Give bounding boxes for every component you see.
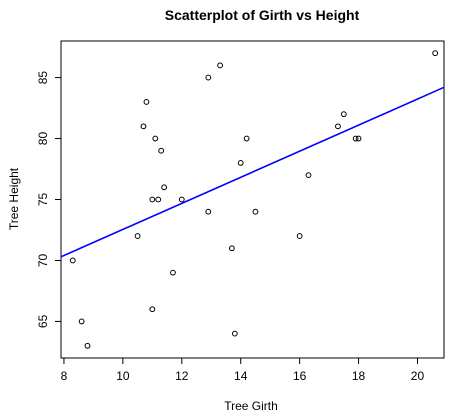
data-point <box>178 196 185 203</box>
data-point <box>335 123 341 130</box>
plot-frame <box>60 40 445 359</box>
data-point <box>355 135 362 142</box>
data-point <box>152 135 159 142</box>
data-point <box>149 306 156 313</box>
x-tick-label: 12 <box>175 369 189 383</box>
y-tick-label: 65 <box>36 314 50 328</box>
data-point <box>352 135 359 142</box>
y-tick-label: 75 <box>36 193 50 207</box>
data-point <box>252 208 259 215</box>
data-point <box>228 245 235 252</box>
x-tick-label: 16 <box>293 369 307 383</box>
data-point <box>243 135 250 142</box>
data-point <box>296 233 303 239</box>
data-point <box>78 318 85 325</box>
x-tick-label: 18 <box>352 369 366 383</box>
chart-title: Scatterplot of Girth vs Height <box>165 7 360 23</box>
data-point <box>155 196 162 203</box>
data-points <box>69 50 439 349</box>
regression-line <box>60 86 445 258</box>
y-tick-label: 70 <box>36 253 50 267</box>
data-point <box>237 160 244 166</box>
data-point <box>432 50 439 57</box>
data-point <box>143 99 150 105</box>
data-point <box>231 330 238 337</box>
x-tick-label: 10 <box>116 369 130 383</box>
fit-line-group <box>60 86 445 258</box>
x-axis: 8 10 12 14 16 18 20 <box>61 357 425 383</box>
x-axis-label: Tree Girth <box>224 399 278 413</box>
data-point <box>84 342 91 349</box>
data-point <box>134 233 141 239</box>
y-tick-label: 80 <box>36 132 50 146</box>
data-point <box>205 74 212 81</box>
data-point <box>205 208 212 215</box>
data-point <box>161 184 168 191</box>
x-tick-label: 8 <box>61 369 68 383</box>
y-axis: 65 70 75 80 85 <box>36 71 62 328</box>
data-point <box>217 62 223 69</box>
x-tick-label: 14 <box>234 369 248 383</box>
y-axis-label: Tree Height <box>7 167 21 230</box>
data-point <box>149 196 156 203</box>
y-tick-label: 85 <box>36 71 50 85</box>
data-point <box>170 269 176 276</box>
data-point <box>140 123 147 130</box>
x-tick-label: 20 <box>411 369 425 383</box>
data-point <box>69 257 76 264</box>
data-point <box>305 172 312 179</box>
data-point <box>158 147 165 154</box>
data-point <box>340 111 347 118</box>
